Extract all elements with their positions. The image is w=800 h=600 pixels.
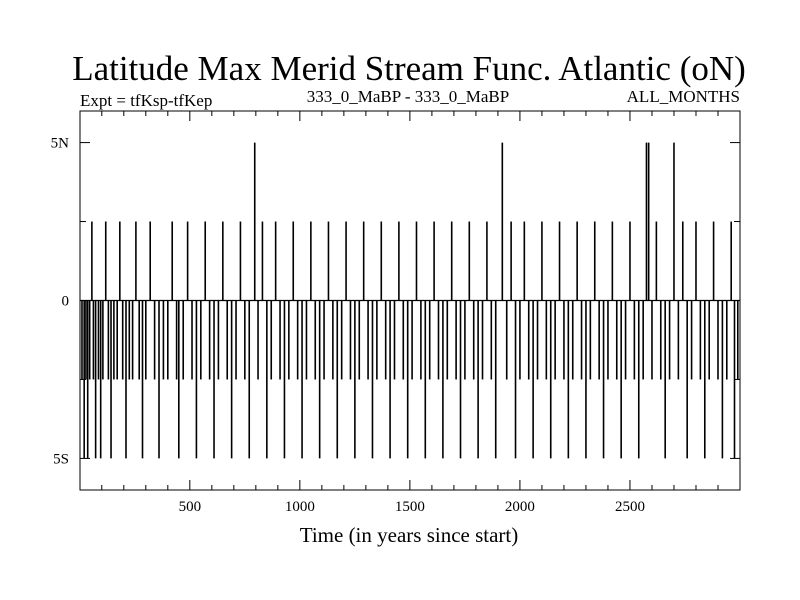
x-tick-label: 1500 [395,499,425,515]
axis-ticks [80,111,740,490]
y-tick-label: 0 [62,294,70,310]
x-tick-label: 500 [179,499,202,515]
subtitle-center: 333_0_MaBP - 333_0_MaBP [307,87,509,106]
x-tick-label: 1000 [285,499,315,515]
chart-title: Latitude Max Merid Stream Func. Atlantic… [72,49,746,88]
x-tick-label: 2500 [615,499,645,515]
subtitle-right: ALL_MONTHS [627,87,740,106]
subtitle-left: Expt = tfKsp-tfKep [80,91,212,110]
y-tick-label: 5N [51,136,70,152]
x-axis-label: Time (in years since start) [300,523,519,547]
x-tick-label: 2000 [505,499,535,515]
y-tick-label: 5S [53,451,69,467]
series-spikes [80,142,740,459]
axis-tick-labels: 500 1000 1500 2000 2500 5S 0 5N [51,136,645,515]
